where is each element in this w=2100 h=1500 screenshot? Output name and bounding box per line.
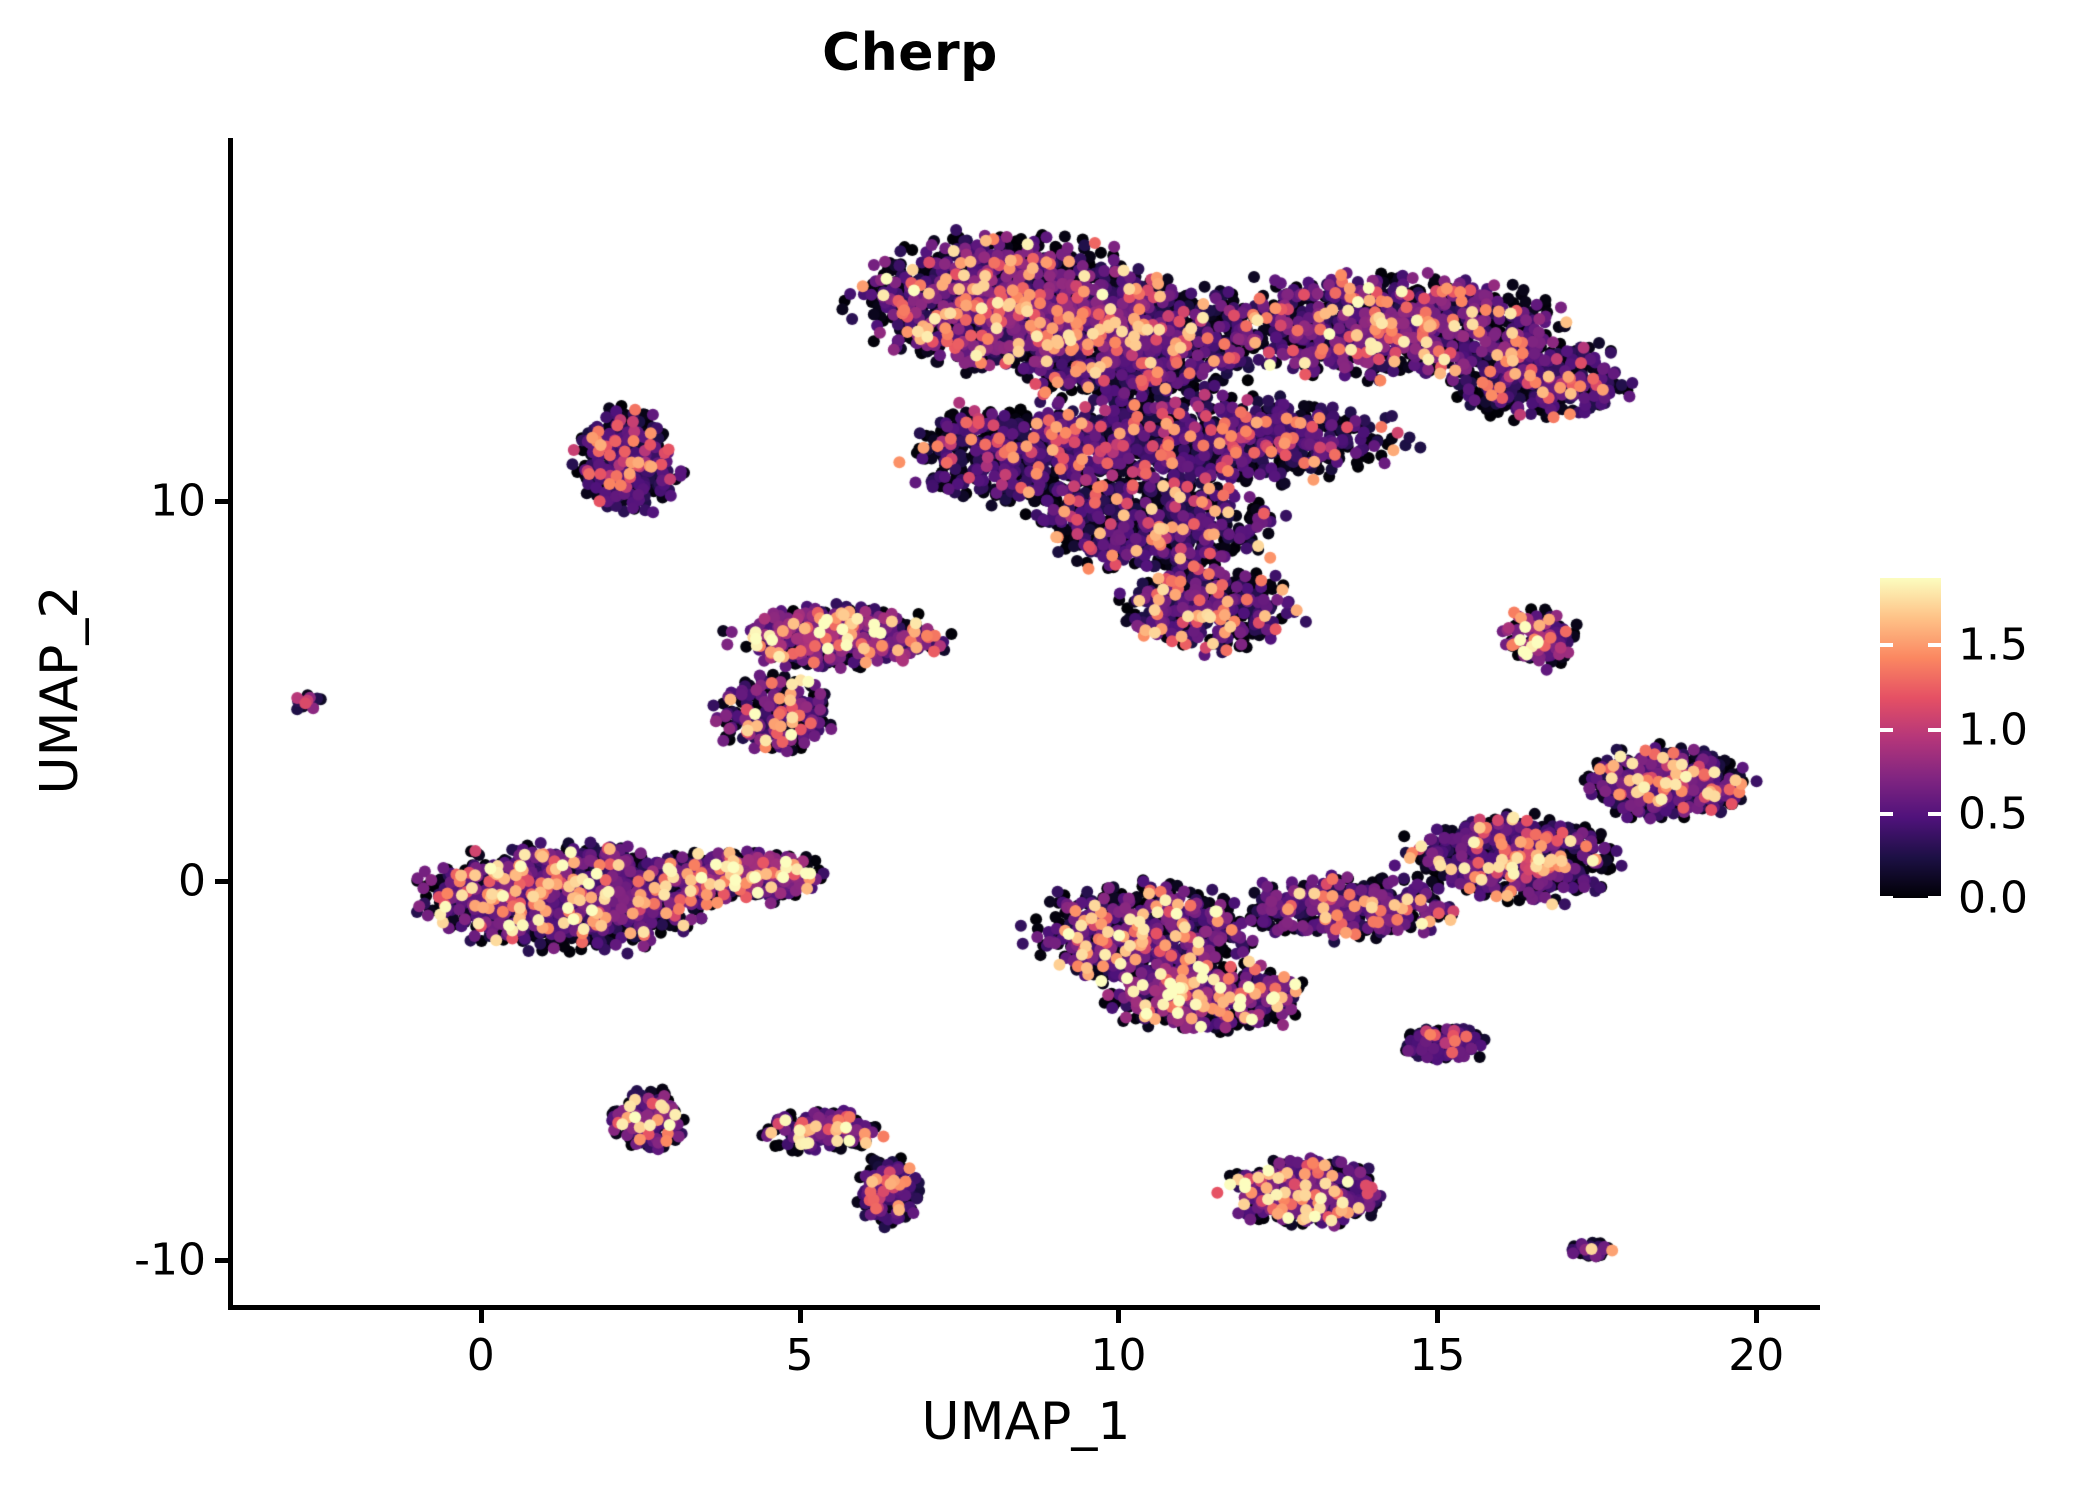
colorbar-gradient — [1880, 578, 1941, 898]
y-tick-label: 0 — [178, 855, 206, 907]
x-axis-spine — [228, 1305, 1820, 1310]
x-axis-label: UMAP_1 — [921, 1392, 1131, 1452]
colorbar-tick-mark — [1880, 811, 1893, 816]
colorbar-tick-label: 1.0 — [1958, 704, 2028, 756]
page-title: Cherp — [822, 23, 998, 83]
x-tick-mark — [797, 1306, 803, 1323]
colorbar-tick-label: 0.5 — [1958, 788, 2028, 840]
colorbar-tick-mark — [1880, 896, 1893, 900]
x-tick-label: 0 — [466, 1330, 495, 1381]
plot-axes-area: -10 0 10 0 5 10 15 20 — [134, 140, 1820, 1381]
y-tick-label: 10 — [150, 475, 206, 527]
colorbar-tick-mark — [1880, 643, 1893, 648]
x-tick-label: 5 — [785, 1330, 814, 1381]
x-tick-label: 10 — [1090, 1330, 1147, 1381]
colorbar-tick-mark — [1928, 643, 1941, 648]
x-tick-mark — [1754, 1306, 1760, 1323]
y-tick-mark — [215, 1258, 232, 1264]
x-tick-mark — [478, 1306, 484, 1323]
colorbar-tick-label: 0.0 — [1958, 872, 2028, 924]
colorbar-tick-mark — [1880, 727, 1893, 732]
colorbar: 0.0 0.5 1.0 1.5 — [1880, 578, 2080, 924]
x-tick-label: 20 — [1728, 1330, 1785, 1381]
y-tick-mark — [215, 498, 232, 504]
x-tick-mark — [1116, 1306, 1122, 1323]
y-tick-label: -10 — [134, 1234, 206, 1286]
colorbar-tick-mark — [1928, 896, 1941, 900]
colorbar-tick-mark — [1928, 727, 1941, 732]
colorbar-tick-mark — [1928, 811, 1941, 816]
scatter-plot-canvas — [233, 141, 1819, 1305]
y-axis-label: UMAP_2 — [30, 585, 90, 795]
x-tick-mark — [1435, 1306, 1441, 1323]
x-tick-label: 15 — [1409, 1330, 1466, 1381]
y-axis-spine — [228, 138, 233, 1310]
colorbar-tick-label: 1.5 — [1958, 619, 2028, 671]
y-tick-mark — [215, 878, 232, 884]
